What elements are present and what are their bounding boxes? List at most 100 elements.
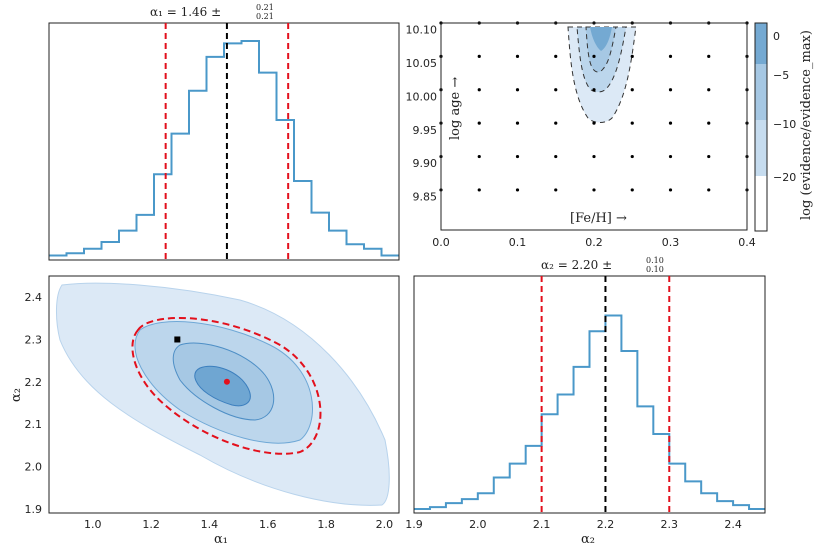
alpha2-xlabel: α₂ [581, 532, 595, 547]
grid-point [592, 54, 596, 58]
y-tick-label: 10.05 [406, 57, 438, 70]
y-tick-label: 9.95 [413, 124, 438, 137]
feh-age-xticks: 0.0 0.1 0.2 0.3 0.4 [432, 236, 756, 249]
grid-point [477, 54, 481, 58]
x-tick-label: 0.0 [432, 236, 450, 249]
y-tick-label: 10.10 [406, 24, 438, 37]
colorbar: 0 −5 −10 −20 log (evidence/evidence_max) [754, 22, 814, 232]
colorbar-band-0 [755, 23, 767, 64]
y-tick-label: 2.1 [25, 418, 43, 431]
x-tick-label: 0.3 [662, 236, 680, 249]
grid-point [554, 54, 558, 58]
joint-xlabel: α₁ [214, 532, 228, 547]
joint-contours [56, 282, 390, 506]
feh-age-grid-points [439, 21, 749, 192]
grid-point [554, 188, 558, 192]
joint-yticks: 1.9 2.0 2.1 2.2 2.3 2.4 [25, 291, 43, 516]
x-tick-label: 1.2 [142, 518, 160, 531]
y-tick-label: 9.85 [413, 191, 438, 204]
feh-age-frame [440, 22, 748, 231]
colorbar-tick-0: 0 [773, 30, 780, 43]
grid-point [515, 88, 520, 92]
y-tick-label: 1.9 [25, 503, 43, 516]
grid-point [668, 188, 673, 192]
grid-point [707, 121, 711, 125]
x-tick-label: 1.8 [317, 518, 335, 531]
grid-point [515, 121, 520, 125]
grid-point [554, 88, 558, 92]
alpha2-histogram-frame [413, 275, 766, 514]
x-tick-label: 2.0 [376, 518, 394, 531]
x-tick-label: 2.0 [469, 518, 487, 531]
x-tick-label: 2.2 [597, 518, 615, 531]
grid-point [630, 88, 634, 92]
grid-point [707, 188, 711, 192]
alpha1-step-line [49, 40, 399, 257]
colorbar-tick-3: −20 [773, 171, 796, 184]
grid-point [707, 88, 711, 92]
grid-point [707, 54, 711, 58]
grid-point [477, 154, 481, 159]
colorbar-band-2 [755, 120, 767, 176]
grid-point [554, 154, 558, 159]
x-tick-label: 1.9 [405, 518, 423, 531]
grid-point [592, 188, 596, 192]
x-tick-label: 1.6 [259, 518, 277, 531]
reference-marker [174, 336, 181, 343]
alpha2-title-minus: 0.10 [646, 265, 664, 274]
y-tick-label: 2.4 [25, 291, 43, 304]
grid-point [630, 54, 634, 58]
y-tick-label: 2.3 [25, 333, 43, 346]
x-tick-label: 2.3 [661, 518, 679, 531]
grid-point [630, 121, 634, 125]
feh-age-panel: 0.0 0.1 0.2 0.3 0.4 9.85 9.90 9.95 10.00 10.05 10… [406, 21, 814, 249]
x-tick-label: 2.1 [533, 518, 551, 531]
alpha1-title: α₁ = 1.46 ± [150, 5, 221, 19]
y-tick-label: 2.2 [25, 376, 43, 389]
grid-point [668, 54, 673, 58]
grid-point [477, 188, 481, 192]
grid-point [668, 121, 673, 125]
x-tick-label: 0.4 [738, 236, 756, 249]
grid-point [592, 154, 596, 159]
x-tick-label: 0.1 [509, 236, 527, 249]
grid-point [592, 121, 596, 125]
feh-age-ylabel: log age → [448, 77, 463, 140]
grid-point [554, 121, 558, 125]
joint-credible-region [131, 317, 322, 455]
grid-point [515, 154, 520, 159]
joint-ylabel: α₂ [9, 388, 24, 402]
alpha2-histogram-panel: 1.9 2.0 2.1 2.2 2.3 2.4 α₂ = 2.20 ± 0.10 0.10… [405, 256, 766, 547]
grid-point [592, 88, 596, 92]
alpha2-title-plus: 0.10 [646, 256, 664, 265]
alpha1-title-minus: 0.21 [256, 12, 274, 21]
colorbar-band-3 [755, 176, 767, 231]
feh-age-contours [567, 26, 637, 123]
x-tick-label: 2.4 [724, 518, 742, 531]
grid-point [477, 88, 481, 92]
alpha2-title: α₂ = 2.20 ± [541, 258, 612, 272]
grid-point [515, 188, 520, 192]
alpha1-title-plus: 0.21 [256, 3, 274, 12]
colorbar-tick-2: −10 [773, 118, 796, 131]
colorbar-label: log (evidence/evidence_max) [799, 30, 814, 220]
feh-age-xlabel: [Fe/H] → [570, 211, 627, 226]
y-tick-label: 2.0 [25, 460, 43, 473]
colorbar-tick-1: −5 [773, 69, 789, 82]
contour-level-peak [590, 27, 612, 51]
y-tick-label: 9.90 [413, 157, 438, 170]
grid-point [477, 121, 481, 125]
grid-point [515, 54, 520, 58]
joint-alpha-panel: 1.0 1.2 1.4 1.6 1.8 2.0 1.9 2.0 2.1 2.2 2.3 2.4 α₁… [9, 275, 400, 547]
grid-point [630, 154, 634, 159]
alpha1-histogram-panel: α₁ = 1.46 ± 0.21 0.21 [48, 3, 400, 261]
grid-point [630, 188, 634, 192]
colorbar-frame [754, 22, 768, 232]
y-tick-label: 10.00 [406, 90, 438, 103]
grid-point [668, 154, 673, 159]
colorbar-band-1 [755, 64, 767, 120]
alpha1-histogram-frame [48, 22, 400, 261]
alpha2-xticks: 1.9 2.0 2.1 2.2 2.3 2.4 [405, 518, 742, 531]
x-tick-label: 0.2 [585, 236, 603, 249]
